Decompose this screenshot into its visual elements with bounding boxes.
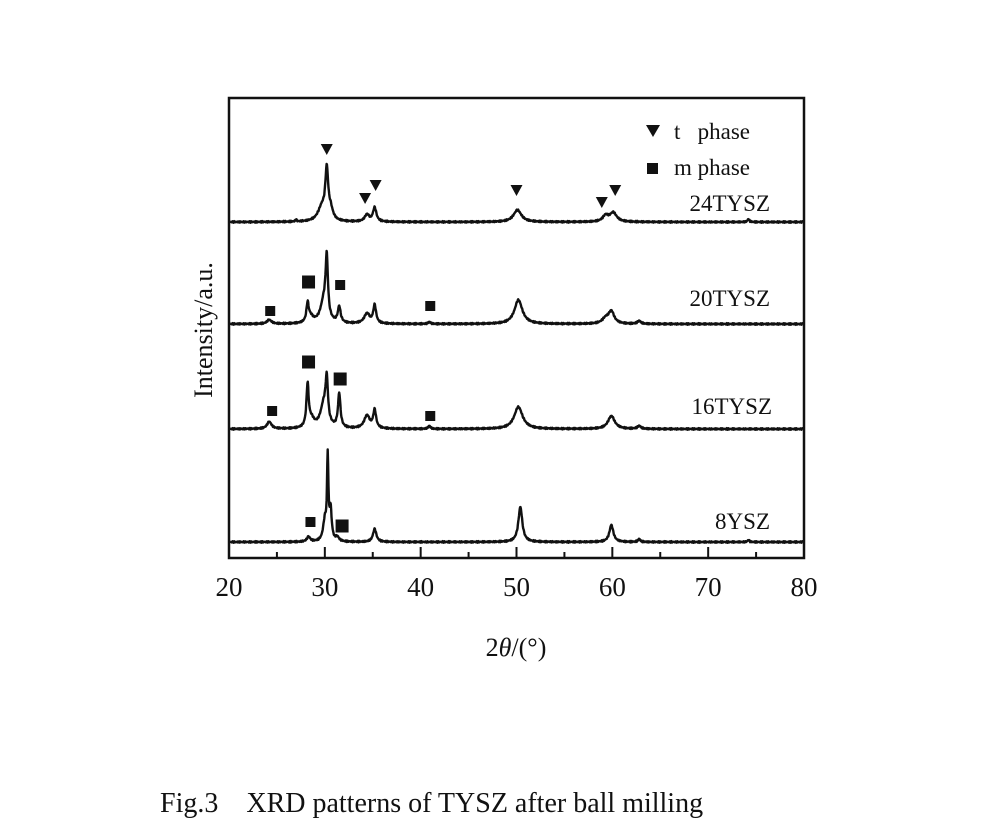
x-tick-label: 20 [216, 572, 243, 602]
t-phase-marker [369, 180, 382, 191]
x-tick-label: 80 [791, 572, 818, 602]
legend-label-t-phase: t phase [674, 119, 750, 144]
x-tick-labels: 20 30 40 50 60 70 80 [216, 572, 818, 602]
m-phase-marker [267, 406, 278, 416]
x-axis-title-prefix: 2 [486, 633, 499, 662]
x-tick-label: 30 [311, 572, 338, 602]
m-phase-marker [302, 355, 316, 369]
t-phase-marker [320, 144, 333, 155]
x-tick-label: 70 [695, 572, 722, 602]
m-phase-marker [425, 411, 436, 421]
m-phase-marker [265, 306, 276, 316]
m-phase-marker [425, 301, 436, 311]
xrd-pattern-20tysz [229, 249, 804, 326]
m-phase-marker [335, 280, 346, 290]
figure-caption: Fig.3 XRD patterns of TYSZ after ball mi… [160, 788, 704, 819]
m-phase-marker [333, 372, 347, 386]
m-phase-marker [305, 517, 316, 527]
x-axis-title-symbol: θ [499, 633, 512, 662]
xrd-pattern-24tysz [229, 162, 804, 224]
legend: t phase m phase [646, 119, 750, 180]
sample-label-8ysz: 8YSZ [715, 509, 770, 534]
xrd-pattern-8ysz [229, 448, 804, 544]
sample-label-20tysz: 20TYSZ [690, 286, 771, 311]
legend-label-m-phase: m phase [674, 155, 750, 180]
x-axis-title: 2θ/(°) [486, 633, 547, 662]
t-phase-marker [609, 185, 622, 196]
x-ticks [228, 547, 805, 558]
legend-square-icon [647, 163, 658, 174]
x-tick-label: 50 [503, 572, 530, 602]
xrd-pattern-16tysz [229, 370, 804, 431]
t-phase-marker [359, 193, 372, 204]
y-axis-title: Intensity/a.u. [189, 262, 218, 398]
sample-label-24tysz: 24TYSZ [690, 191, 771, 216]
x-tick-label: 60 [599, 572, 626, 602]
phase-markers [265, 144, 622, 533]
sample-label-16tysz: 16TYSZ [692, 394, 773, 419]
m-phase-marker [302, 275, 316, 289]
x-axis-title-suffix: /(°) [511, 633, 546, 662]
t-phase-marker [595, 197, 608, 208]
legend-triangle-icon [646, 125, 660, 137]
xrd-curves [229, 162, 804, 544]
x-tick-label: 40 [407, 572, 434, 602]
m-phase-marker [335, 519, 349, 533]
t-phase-marker [510, 185, 523, 196]
